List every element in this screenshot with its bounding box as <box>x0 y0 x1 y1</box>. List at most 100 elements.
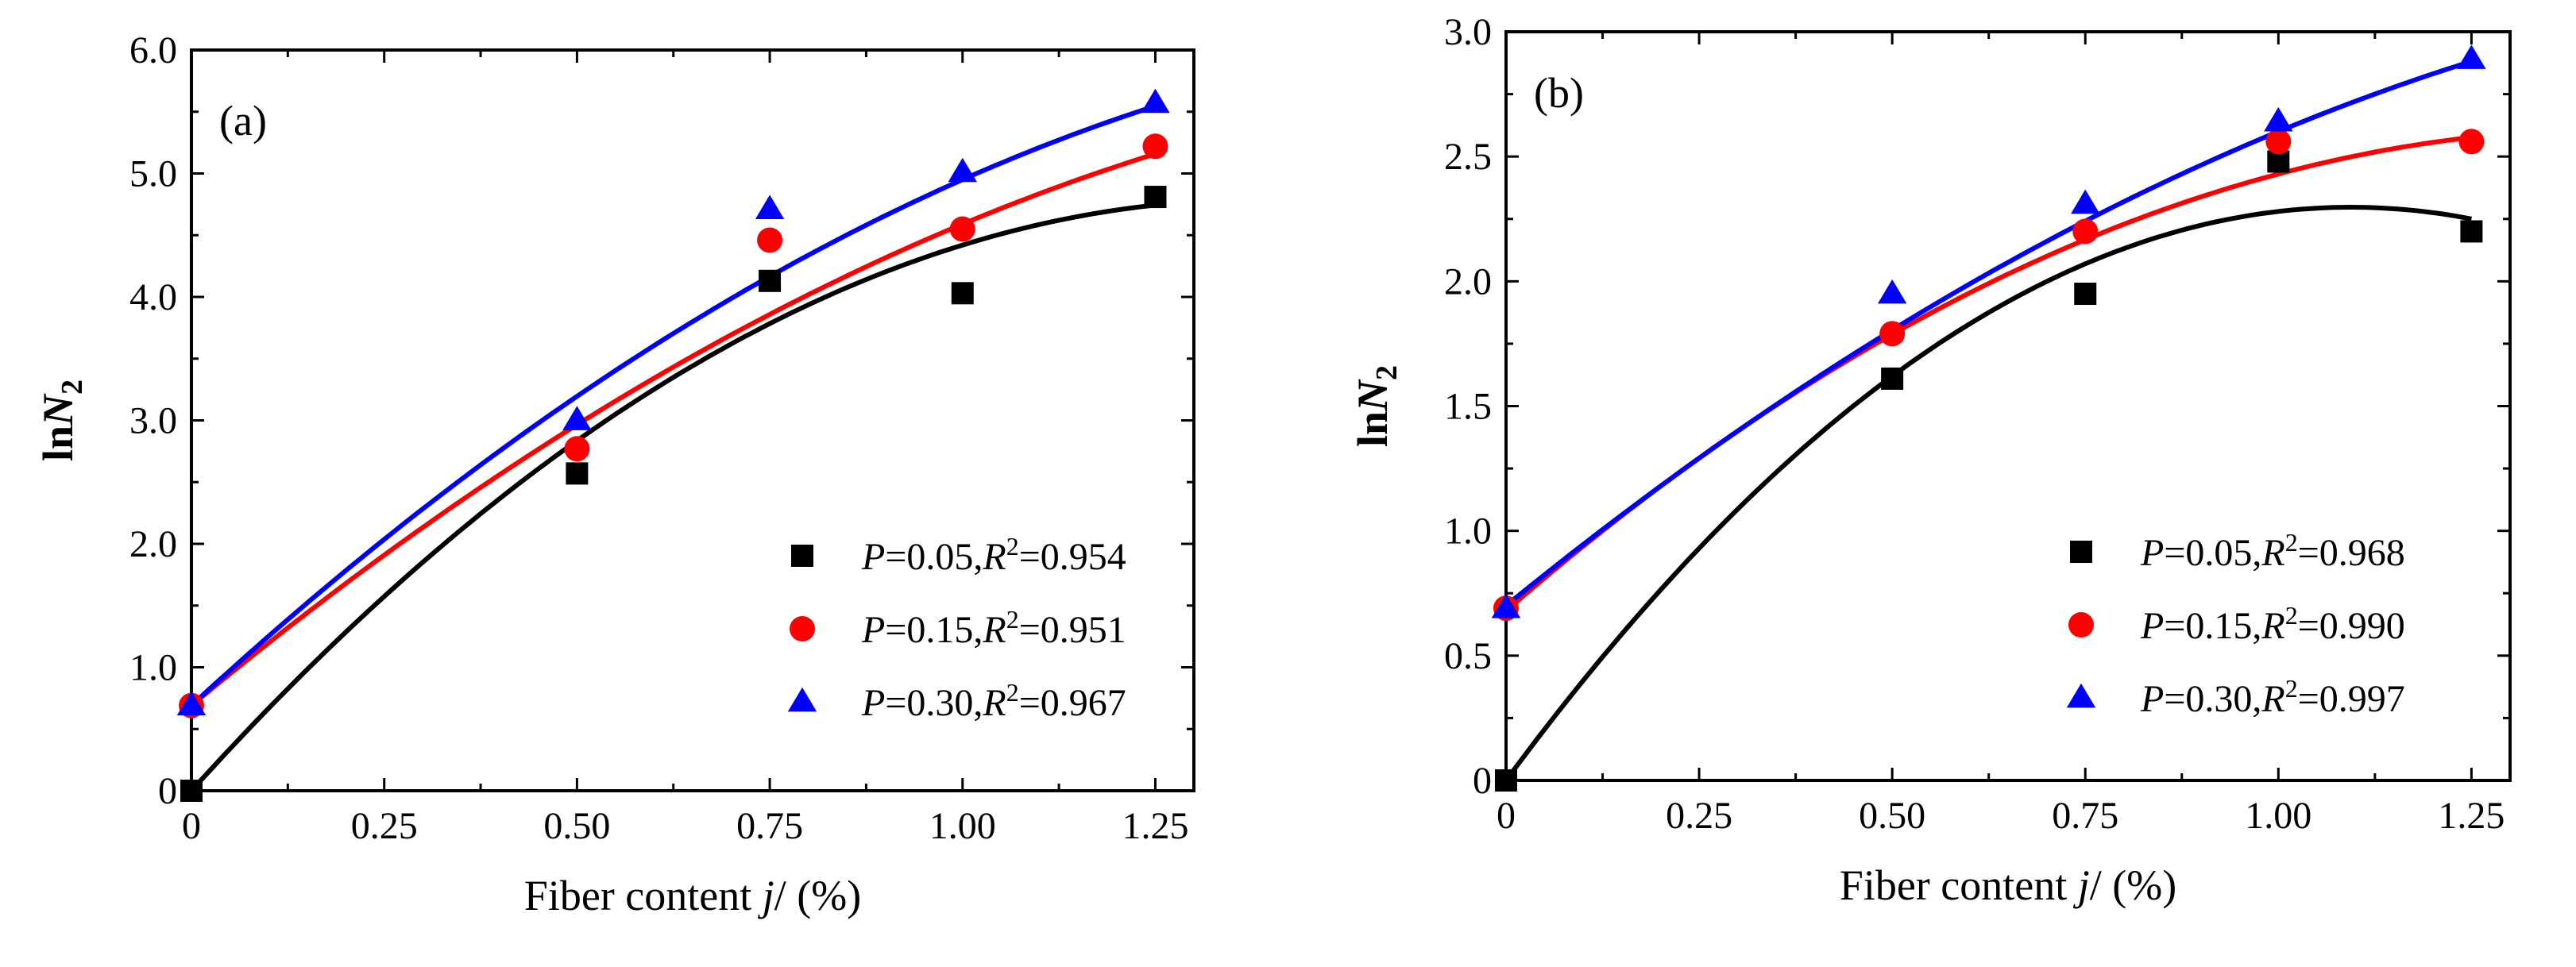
data-point-triangle <box>2071 189 2100 214</box>
data-point-triangle <box>1877 279 1907 304</box>
data-point-circle <box>757 227 783 253</box>
data-point-circle <box>2458 129 2485 155</box>
legend-p-value: =0.15, <box>885 609 983 651</box>
x-axis-label-unit: / (%) <box>2090 861 2176 909</box>
legend-r2-value: =0.951 <box>1019 609 1126 651</box>
y-tick-label: 0 <box>158 770 177 812</box>
legend-entry: P=0.05,R2=0.968 <box>2140 528 2405 574</box>
y-axis-label-prefix: ln <box>34 426 82 461</box>
x-axis-label-unit: / (%) <box>774 872 861 919</box>
data-point-triangle <box>2264 106 2293 132</box>
legend-marker-triangle <box>787 687 817 712</box>
x-axis-label: Fiber content j/ (%) <box>524 872 861 919</box>
data-point-circle <box>1879 321 1906 347</box>
x-axis-label-main: Fiber content <box>524 872 763 919</box>
legend-r2-value: =0.990 <box>2298 605 2405 647</box>
fit-curve-triangle <box>191 103 1157 707</box>
legend-p-value: =0.05, <box>2164 532 2261 574</box>
data-point-square <box>951 282 974 305</box>
legend-r-symbol: R <box>2261 678 2284 720</box>
chart-panel-a: 0 0.25 0.50 0.75 1.00 1.25 0 1.0 2.0 3.0 4.0 5.0 6.0… <box>34 29 1195 919</box>
legend-entry: P=0.30,R2=0.967 <box>861 678 1126 724</box>
data-point-circle <box>564 436 590 462</box>
legend-p-symbol: P <box>2140 605 2164 647</box>
x-axis-label-var: j <box>2073 861 2090 909</box>
legend-p-symbol: P <box>2140 532 2164 574</box>
y-axis-label-prefix: ln <box>1349 411 1396 447</box>
y-tick-label: 5.0 <box>129 153 177 195</box>
legend-marker-triangle <box>2066 683 2096 708</box>
plot-frame <box>190 48 1195 792</box>
legend-p-value: =0.15, <box>2164 605 2261 647</box>
legend-r-superscript: 2 <box>2285 528 2298 557</box>
x-axis-label-main: Fiber content <box>1840 861 2078 909</box>
x-axis-label: Fiber content j/ (%) <box>1840 861 2176 909</box>
legend-marker-circle <box>2068 612 2094 638</box>
fit-curve-triangle <box>1506 59 2473 608</box>
legend-p-symbol: P <box>861 682 885 724</box>
legend-r-superscript: 2 <box>1006 678 1019 707</box>
y-tick-label: 2.0 <box>1444 260 1492 302</box>
legend-entry: P=0.05,R2=0.954 <box>861 532 1126 578</box>
y-tick-label: 3.0 <box>129 400 177 442</box>
data-point-triangle <box>2457 44 2486 69</box>
legend-entry: P=0.15,R2=0.990 <box>2140 601 2405 647</box>
legend-entry: P=0.15,R2=0.951 <box>861 605 1126 651</box>
y-tick-label: 3.0 <box>1444 11 1492 53</box>
data-point-square <box>2460 220 2483 243</box>
legend-r-superscript: 2 <box>1006 605 1019 634</box>
legend-r-superscript: 2 <box>2285 601 2298 630</box>
panel-label: (a) <box>219 97 267 144</box>
y-tick-label: 1.5 <box>1444 386 1492 428</box>
y-tick-label: 4.0 <box>129 276 177 318</box>
x-tick-label: 0 <box>1497 795 1516 837</box>
data-point-square <box>759 269 782 292</box>
legend-r-symbol: R <box>982 609 1006 651</box>
chart-panel-b: 0 0.25 0.50 0.75 1.00 1.25 0 0.5 1.0 1.5 2.0 2.5 3.0… <box>1349 11 2512 909</box>
y-axis-label-var: N <box>34 393 82 426</box>
legend-r-symbol: R <box>982 682 1006 724</box>
y-tick-label: 1.0 <box>1444 510 1492 553</box>
y-tick-label: 2.5 <box>1444 136 1492 178</box>
data-point-triangle <box>755 195 785 219</box>
data-point-circle <box>949 216 975 242</box>
y-tick-label: 0.5 <box>1444 635 1492 677</box>
x-axis-label-var: j <box>758 872 774 919</box>
legend-r-symbol: R <box>2261 532 2284 574</box>
panel-label: (b) <box>1534 69 1584 117</box>
y-axis-label: lnN2 <box>34 379 89 461</box>
legend-r2-value: =0.954 <box>1019 536 1126 578</box>
x-tick-label: 0.50 <box>543 805 610 847</box>
data-point-square <box>180 780 203 802</box>
x-tick-label: 0.25 <box>351 805 418 847</box>
fit-curve-square <box>191 202 1156 791</box>
fit-curve-square <box>1506 204 2472 780</box>
legend-p-value: =0.30, <box>885 682 983 724</box>
data-point-triangle <box>562 406 592 430</box>
data-point-square <box>1881 367 1904 390</box>
y-axis-label-var: N <box>1349 379 1396 412</box>
legend-p-value: =0.05, <box>885 536 983 578</box>
data-point-square <box>566 462 589 485</box>
legend-r-superscript: 2 <box>2285 674 2298 703</box>
legend-r-superscript: 2 <box>1006 532 1019 561</box>
x-tick-label: 0.75 <box>2052 795 2118 837</box>
legend-p-symbol: P <box>2140 678 2164 720</box>
x-tick-label: 1.00 <box>2245 795 2311 837</box>
data-point-triangle <box>1491 593 1521 618</box>
legend-r2-value: =0.997 <box>2298 678 2405 720</box>
x-tick-label: 0 <box>182 805 201 847</box>
data-point-circle <box>2265 129 2292 155</box>
legend-r-symbol: R <box>2261 605 2284 647</box>
legend-r-symbol: R <box>982 536 1006 578</box>
data-point-triangle <box>176 691 207 716</box>
x-tick-label: 1.00 <box>929 805 996 847</box>
y-tick-label: 1.0 <box>129 647 177 689</box>
legend-p-symbol: P <box>861 536 885 578</box>
data-point-triangle <box>948 157 977 183</box>
data-point-triangle <box>1141 88 1170 114</box>
legend-r2-value: =0.968 <box>2298 532 2405 574</box>
plot-frame <box>1504 30 2512 782</box>
x-tick-label: 1.25 <box>1122 805 1188 847</box>
